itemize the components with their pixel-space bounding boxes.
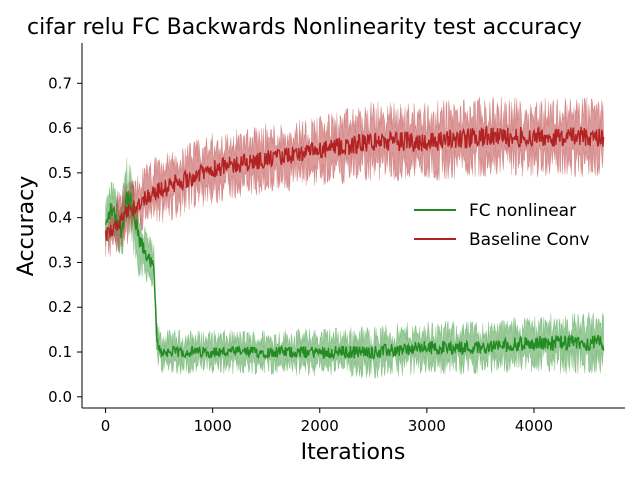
y-tick-label: 0.0 — [48, 388, 72, 406]
x-tick-label: 0 — [101, 417, 111, 435]
y-tick-label: 0.5 — [48, 164, 72, 182]
y-axis-ticks: 0.0 0.1 0.2 0.3 0.4 0.5 0.6 0.7 — [48, 74, 82, 406]
chart-title: cifar relu FC Backwards Nonlinearity tes… — [27, 15, 582, 40]
legend: FC nonlinear Baseline Conv — [414, 201, 590, 250]
y-tick-label: 0.6 — [48, 119, 72, 137]
y-axis-title: Accuracy — [14, 176, 39, 276]
series-lines — [104, 125, 605, 360]
series-line-1 — [104, 125, 605, 242]
x-tick-label: 3000 — [408, 417, 446, 435]
y-tick-label: 0.2 — [48, 298, 72, 316]
series-line-0 — [104, 191, 605, 360]
x-axis-ticks: 0 1000 2000 3000 4000 — [101, 408, 553, 435]
y-tick-label: 0.4 — [48, 209, 72, 227]
x-tick-label: 2000 — [301, 417, 339, 435]
x-tick-label: 1000 — [194, 417, 232, 435]
x-axis-title: Iterations — [301, 440, 406, 465]
legend-label-0: FC nonlinear — [469, 201, 576, 221]
y-tick-label: 0.1 — [48, 343, 72, 361]
legend-label-1: Baseline Conv — [469, 230, 590, 250]
y-tick-label: 0.7 — [48, 74, 72, 92]
y-tick-label: 0.3 — [48, 253, 72, 271]
x-tick-label: 4000 — [515, 417, 553, 435]
